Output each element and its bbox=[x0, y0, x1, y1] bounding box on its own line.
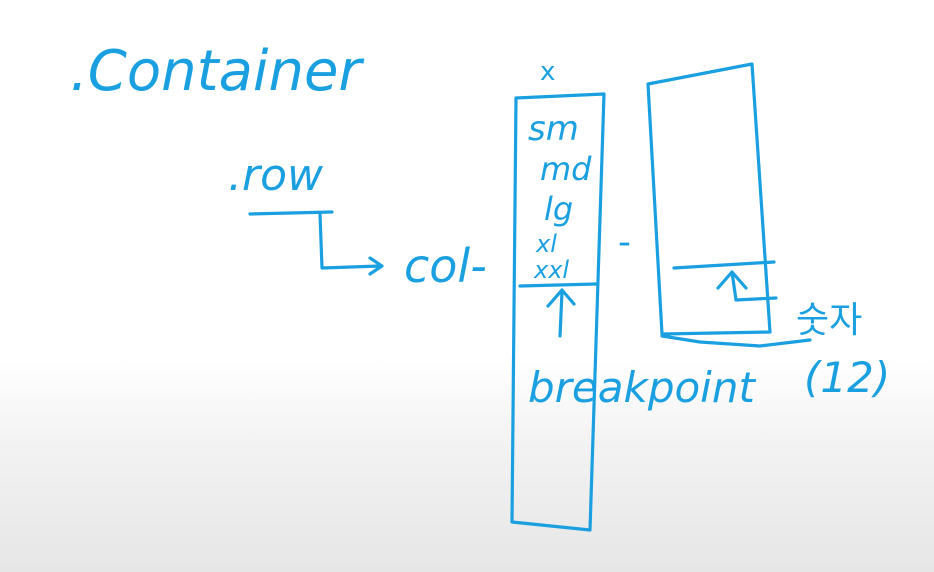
breakpoint-label: breakpoint bbox=[528, 363, 756, 412]
col-label: col- bbox=[404, 239, 487, 293]
breakpoint-xl: xl bbox=[535, 230, 557, 258]
row-underline bbox=[248, 210, 334, 216]
count-column-box bbox=[646, 62, 772, 336]
row-label: .row bbox=[228, 150, 324, 201]
count-value: (12) bbox=[804, 353, 890, 402]
breakpoint-md: md bbox=[540, 150, 592, 188]
breakpoint-divider bbox=[518, 282, 598, 288]
breakpoint-lg: lg bbox=[544, 190, 573, 228]
breakpoint-sm: sm bbox=[528, 109, 579, 149]
count-label: 숫자 bbox=[796, 300, 862, 341]
count-line bbox=[672, 260, 776, 270]
col-dash: - bbox=[618, 222, 631, 263]
count-up-arrow bbox=[716, 270, 778, 302]
container-label: .Container bbox=[70, 39, 364, 104]
count-bracket bbox=[660, 334, 812, 348]
row-to-col-arrow bbox=[318, 212, 384, 276]
x-mark: x bbox=[540, 57, 555, 87]
breakpoint-up-arrow bbox=[546, 288, 576, 338]
breakpoint-column-box bbox=[510, 92, 606, 532]
breakpoint-xxl: xxl bbox=[533, 256, 569, 284]
